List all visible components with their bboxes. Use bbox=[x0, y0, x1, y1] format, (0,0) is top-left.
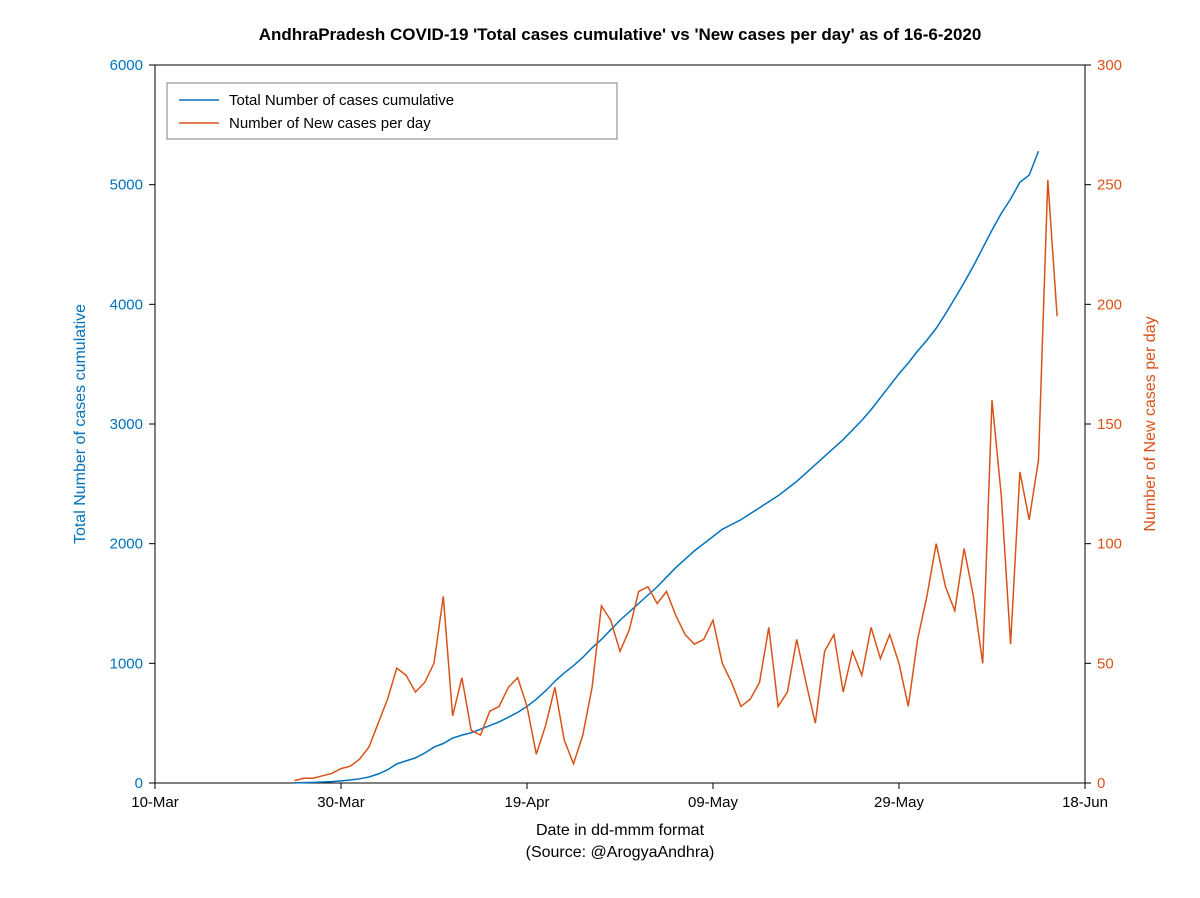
y1-tick-label: 6000 bbox=[110, 57, 143, 74]
chart-title: AndhraPradesh COVID-19 'Total cases cumu… bbox=[259, 25, 982, 44]
legend-label-1: Total Number of cases cumulative bbox=[229, 92, 454, 109]
chart-container: AndhraPradesh COVID-19 'Total cases cumu… bbox=[0, 0, 1200, 898]
x-axis-label: Date in dd-mmm format bbox=[536, 822, 705, 839]
y2-tick-label: 0 bbox=[1097, 775, 1105, 792]
y2-tick-label: 150 bbox=[1097, 416, 1122, 433]
chart-svg: AndhraPradesh COVID-19 'Total cases cumu… bbox=[0, 0, 1200, 898]
y2-tick-label: 300 bbox=[1097, 57, 1122, 74]
y2-tick-label: 50 bbox=[1097, 655, 1114, 672]
y2-tick-label: 100 bbox=[1097, 536, 1122, 553]
y1-tick-label: 5000 bbox=[110, 177, 143, 194]
source-label: (Source: @ArogyaAndhra) bbox=[526, 844, 715, 861]
x-tick-label: 30-Mar bbox=[317, 794, 365, 811]
x-tick-label: 18-Jun bbox=[1062, 794, 1108, 811]
y1-tick-label: 4000 bbox=[110, 296, 143, 313]
x-tick-label: 19-Apr bbox=[504, 794, 549, 811]
x-tick-label: 10-Mar bbox=[131, 794, 179, 811]
legend-label-2: Number of New cases per day bbox=[229, 115, 431, 132]
y2-tick-label: 250 bbox=[1097, 177, 1122, 194]
y1-axis-label: Total Number of cases cumulative bbox=[72, 304, 89, 544]
y1-tick-label: 1000 bbox=[110, 655, 143, 672]
y1-tick-label: 0 bbox=[135, 775, 143, 792]
y1-tick-label: 3000 bbox=[110, 416, 143, 433]
x-tick-label: 09-May bbox=[688, 794, 739, 811]
x-tick-label: 29-May bbox=[874, 794, 925, 811]
y1-tick-label: 2000 bbox=[110, 536, 143, 553]
y2-tick-label: 200 bbox=[1097, 296, 1122, 313]
y2-axis-label: Number of New cases per day bbox=[1142, 316, 1159, 531]
